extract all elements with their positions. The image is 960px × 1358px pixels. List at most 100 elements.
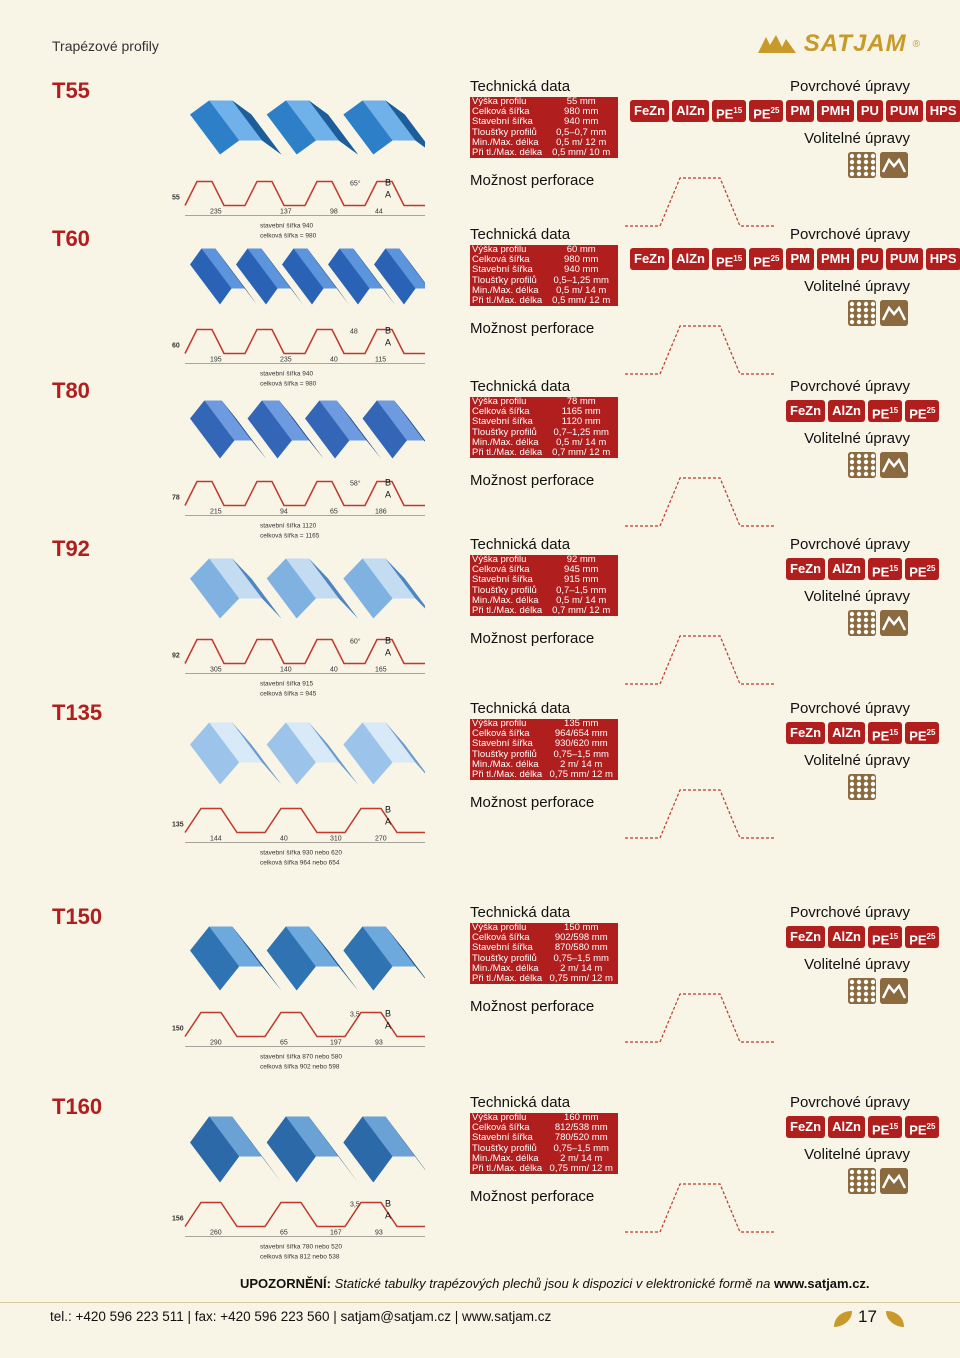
technical-data-heading: Technická data (470, 226, 571, 243)
cross-section-line (625, 1183, 775, 1233)
hole (849, 453, 855, 459)
sheet-fold (374, 248, 425, 305)
row-key: Tloušťky profilů (470, 1143, 545, 1154)
hole (863, 453, 869, 459)
hole (849, 1169, 855, 1175)
profile-line (184, 480, 425, 507)
total-width-label: celková šířka = 980 (260, 381, 317, 388)
table-row: Min./Max. délka 0,5 m/ 14 m (470, 285, 619, 297)
badge-text: FeZn (634, 103, 666, 118)
row-key: Tloušťky profilů (470, 427, 545, 438)
profile-photo (190, 248, 425, 305)
total-width-label: celková šířka 902 nebo 598 (260, 1064, 340, 1071)
page-footer: tel.: +420 596 223 511 | fax: +420 596 2… (0, 1302, 960, 1331)
total-width-label: celková šířka = 945 (260, 691, 317, 698)
table-row: Min./Max. délka 0,5 m/ 14 m (470, 595, 619, 607)
badge-sup: 15 (889, 1122, 899, 1131)
side-b-label: B (385, 1199, 391, 1209)
surface-badge-alzn: AlZn (828, 400, 865, 422)
side-b-label: B (385, 1009, 391, 1019)
sheet-rib (209, 722, 263, 763)
row-key: Celková šířka (470, 106, 545, 118)
building-width-label: stavební šířka 870 nebo 580 (260, 1054, 342, 1061)
hole (856, 471, 862, 477)
table-row: Tloušťky profilů 0,5–1,25 mm (470, 275, 619, 286)
sheet-fold (343, 558, 425, 619)
optional-icons (848, 610, 908, 636)
badge-sup: 15 (889, 564, 899, 573)
surface-heading: Povrchové úpravy (789, 78, 910, 95)
page-title: Trapézové profily (52, 38, 159, 54)
perforation-label: Možnost perforace (470, 998, 595, 1015)
hole (856, 991, 862, 997)
optional-icons (848, 152, 908, 178)
badge-text: PE (909, 728, 927, 744)
surface-badge-alzn: AlZn (828, 926, 865, 948)
sheet-shadow (394, 400, 425, 442)
row-value: 0,75 mm/ 12 m (544, 973, 619, 985)
hole (856, 313, 862, 319)
technical-data: Technická data Výška profilu 150 mm Celková… (470, 904, 630, 985)
row-value: 2 m/ 14 m (544, 759, 619, 771)
warning-link[interactable]: www.satjam.cz. (773, 1276, 870, 1291)
embossing-icon (880, 1168, 908, 1194)
hole (856, 453, 862, 459)
hole (870, 319, 876, 325)
dim-label-3: 310 (330, 836, 342, 843)
badge-text: AlZn (676, 103, 705, 118)
badge-text: PM (790, 103, 810, 118)
total-width-label: celková šířka = 1165 (260, 533, 320, 540)
row-value: 55 mm (544, 96, 619, 108)
surface-badge-pe15: PE15 (711, 248, 747, 270)
optional-icons (848, 452, 908, 478)
hole (870, 165, 876, 171)
building-width-label: stavební šířka 915 (260, 681, 313, 688)
technical-data-table: Výška profilu 60 mm Celková šířka 980 mm Sta… (470, 244, 619, 307)
row-key: Výška profilu (470, 244, 545, 256)
building-width-label: stavební šířka 940 (260, 223, 313, 230)
surface-badge-hps: HPS (925, 248, 960, 270)
table-row: Celková šířka 945 mm (470, 564, 619, 576)
total-width-label: celková šířka 964 nebo 654 (260, 860, 340, 867)
optional-heading: Volitelné úpravy (804, 752, 910, 769)
table-row: Výška profilu 135 mm (470, 718, 619, 730)
cross-section-line (625, 789, 775, 839)
technical-data: Technická data Výška profilu 135 mm Celková… (470, 700, 630, 781)
dim-label-3: 40 (330, 357, 338, 364)
cross-section-line (625, 635, 775, 685)
surface-badge-pu: PU (856, 100, 883, 122)
row-value: 0,5 m/ 14 m (544, 285, 619, 297)
badge-text: FeZn (790, 929, 822, 944)
side-b-label: B (385, 178, 391, 188)
table-row: Výška profilu 160 mm (470, 1112, 619, 1124)
row-key: Tloušťky profilů (470, 585, 545, 596)
logo-mark-icon (757, 35, 796, 53)
sheet-fold (343, 722, 425, 785)
perforation-icon (848, 452, 876, 478)
warning-lead: UPOZORNĚNÍ: (240, 1276, 331, 1291)
registered-mark: ® (912, 38, 920, 50)
badge-text: HPS (929, 251, 957, 266)
dim-label-4: 93 (375, 1230, 383, 1237)
hole (863, 313, 869, 319)
hole (849, 319, 855, 325)
profile-photo (190, 926, 425, 991)
technical-data-heading: Technická data (470, 378, 571, 395)
cross-section-detail (625, 1183, 775, 1233)
row-value: 0,5 m/ 12 m (544, 137, 619, 149)
surface-heading: Povrchové úpravy (789, 1094, 910, 1111)
row-value: 902/598 mm (544, 932, 619, 944)
hole (870, 1181, 876, 1187)
surface-badge-pe15: PE15 (867, 722, 903, 744)
badge-sup: 15 (889, 932, 899, 941)
wave-shape (881, 615, 907, 631)
sheet-rib (204, 400, 252, 441)
row-key: Výška profilu (470, 554, 545, 566)
badge-sup: 15 (889, 728, 899, 737)
badge-text: PE (871, 932, 890, 948)
hole (863, 159, 869, 165)
sheet-rib (362, 926, 416, 967)
satjam-logo: SATJAM ® (756, 30, 920, 58)
badge-text: AlZn (832, 1119, 861, 1134)
